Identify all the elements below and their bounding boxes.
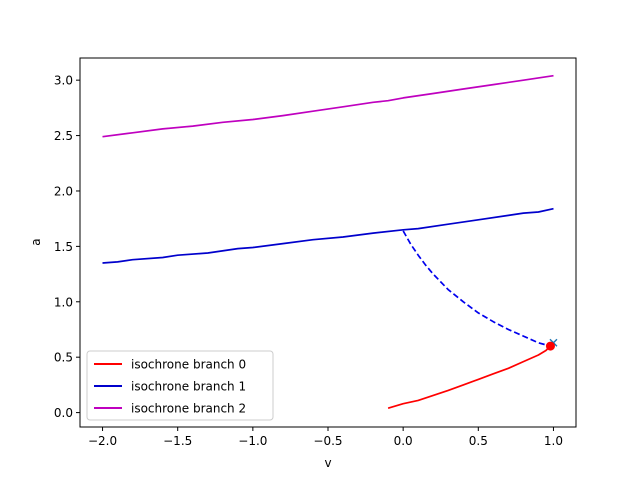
series-line-1 — [102, 207, 554, 264]
y-tick-label: 3.0 — [54, 74, 73, 88]
y-tick-label: 2.0 — [54, 184, 73, 198]
series-line-dashed — [402, 230, 551, 347]
series-line-2 — [102, 74, 554, 138]
legend-label-branch-2: isochrone branch 2 — [131, 402, 246, 416]
plot-layer — [102, 74, 558, 410]
x-tick-label: −1.5 — [163, 434, 192, 448]
dot-marker — [545, 341, 555, 351]
y-tick-label: 0.0 — [54, 406, 73, 420]
legend-label-branch-0: isochrone branch 0 — [131, 358, 246, 372]
series-line-0 — [387, 345, 551, 410]
x-tick-label: 0.0 — [394, 434, 413, 448]
legend: isochrone branch 0 isochrone branch 1 is… — [86, 350, 274, 421]
x-tick-label: −1.0 — [238, 434, 267, 448]
y-tick-label: 0.5 — [54, 351, 73, 365]
x-tick-label: 0.5 — [469, 434, 488, 448]
y-tick-label: 1.5 — [54, 240, 73, 254]
x-axis-label: v — [324, 456, 331, 470]
y-axis-ticks: 0.0 0.5 1.0 1.5 2.0 2.5 3.0 — [54, 74, 80, 420]
legend-box — [86, 350, 274, 421]
y-tick-label: 1.0 — [54, 295, 73, 309]
x-axis-ticks: −2.0 −1.5 −1.0 −0.5 0.0 0.5 1.0 — [88, 427, 563, 448]
x-tick-label: −2.0 — [88, 434, 117, 448]
y-tick-label: 2.5 — [54, 129, 73, 143]
legend-label-branch-1: isochrone branch 1 — [131, 380, 246, 394]
x-tick-label: −0.5 — [313, 434, 342, 448]
y-axis-label: a — [29, 238, 43, 245]
x-tick-label: 1.0 — [544, 434, 563, 448]
